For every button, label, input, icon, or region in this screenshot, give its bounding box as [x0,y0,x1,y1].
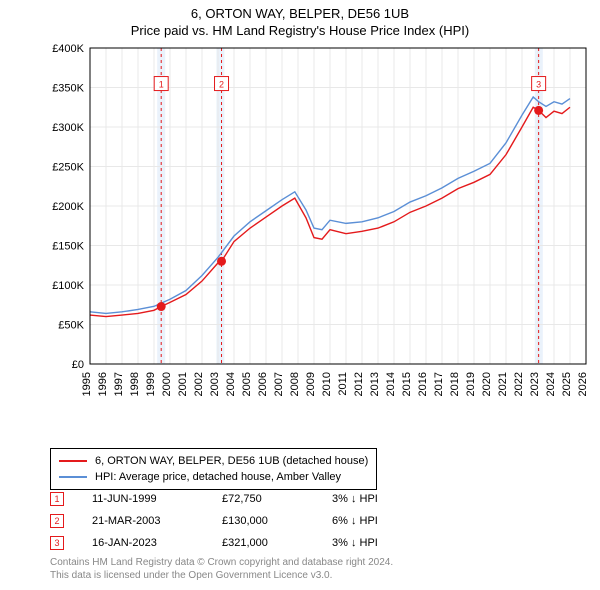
svg-text:1998: 1998 [129,372,141,396]
svg-text:£350K: £350K [52,83,84,95]
svg-text:2: 2 [219,80,224,90]
svg-text:2020: 2020 [481,372,493,396]
svg-text:2024: 2024 [545,372,557,396]
svg-text:1999: 1999 [145,372,157,396]
svg-text:2021: 2021 [497,372,509,396]
table-row: 2 21-MAR-2003 £130,000 6% ↓ HPI [50,510,442,532]
svg-text:£100K: £100K [52,280,84,292]
transaction-date: 16-JAN-2023 [92,537,222,549]
svg-text:£150K: £150K [52,241,84,253]
svg-text:2004: 2004 [225,372,237,396]
svg-text:2023: 2023 [529,372,541,396]
footer-line-1: Contains HM Land Registry data © Crown c… [50,556,393,569]
legend-label: 6, ORTON WAY, BELPER, DE56 1UB (detached… [95,455,368,467]
transaction-pct: 3% ↓ HPI [332,493,442,505]
svg-text:2012: 2012 [353,372,365,396]
svg-text:2002: 2002 [193,372,205,396]
chart-title: 6, ORTON WAY, BELPER, DE56 1UB Price pai… [0,0,600,38]
transaction-pct: 3% ↓ HPI [332,537,442,549]
svg-text:2022: 2022 [513,372,525,396]
transaction-price: £321,000 [222,537,332,549]
svg-text:2005: 2005 [241,372,253,396]
svg-text:2009: 2009 [305,372,317,396]
svg-text:1996: 1996 [97,372,109,396]
svg-text:2026: 2026 [577,372,589,396]
table-row: 3 16-JAN-2023 £321,000 3% ↓ HPI [50,532,442,554]
legend-item: 6, ORTON WAY, BELPER, DE56 1UB (detached… [59,453,368,469]
svg-text:2008: 2008 [289,372,301,396]
transaction-date: 21-MAR-2003 [92,515,222,527]
title-line-1: 6, ORTON WAY, BELPER, DE56 1UB [0,6,600,21]
legend-label: HPI: Average price, detached house, Ambe… [95,471,341,483]
transaction-badge: 3 [50,536,64,550]
transaction-date: 11-JUN-1999 [92,493,222,505]
chart-plot-area: £0 £50K £100K £150K £200K £250K £300K £350K £400… [50,44,590,404]
transaction-badge: 1 [50,492,64,506]
svg-text:1997: 1997 [113,372,125,396]
chart-container: 6, ORTON WAY, BELPER, DE56 1UB Price pai… [0,0,600,590]
svg-text:£400K: £400K [52,44,84,55]
title-line-2: Price paid vs. HM Land Registry's House … [0,23,600,38]
transaction-price: £72,750 [222,493,332,505]
svg-text:1995: 1995 [81,372,93,396]
svg-text:3: 3 [536,80,541,90]
svg-text:£300K: £300K [52,122,84,134]
table-row: 1 11-JUN-1999 £72,750 3% ↓ HPI [50,488,442,510]
legend: 6, ORTON WAY, BELPER, DE56 1UB (detached… [50,448,377,490]
svg-text:2025: 2025 [561,372,573,396]
transactions-table: 1 11-JUN-1999 £72,750 3% ↓ HPI 2 21-MAR-… [50,488,442,554]
svg-text:2003: 2003 [209,372,221,396]
legend-swatch [59,476,87,478]
legend-swatch [59,460,87,462]
svg-text:2017: 2017 [433,372,445,396]
footer-attribution: Contains HM Land Registry data © Crown c… [50,556,393,582]
svg-text:2000: 2000 [161,372,173,396]
svg-text:£50K: £50K [58,320,84,332]
svg-text:2007: 2007 [273,372,285,396]
svg-text:1: 1 [159,80,164,90]
svg-text:2013: 2013 [369,372,381,396]
svg-text:2006: 2006 [257,372,269,396]
svg-text:2016: 2016 [417,372,429,396]
svg-text:£0: £0 [72,359,84,371]
transaction-badge: 2 [50,514,64,528]
svg-text:£250K: £250K [52,162,84,174]
svg-text:2015: 2015 [401,372,413,396]
transaction-pct: 6% ↓ HPI [332,515,442,527]
svg-text:2019: 2019 [465,372,477,396]
transaction-price: £130,000 [222,515,332,527]
svg-text:2011: 2011 [337,372,349,396]
chart-svg: £0 £50K £100K £150K £200K £250K £300K £350K £400… [50,44,590,404]
legend-item: HPI: Average price, detached house, Ambe… [59,469,368,485]
svg-text:2014: 2014 [385,372,397,396]
footer-line-2: This data is licensed under the Open Gov… [50,569,393,582]
svg-text:£200K: £200K [52,201,84,213]
svg-text:2001: 2001 [177,372,189,396]
svg-text:2010: 2010 [321,372,333,396]
svg-text:2018: 2018 [449,372,461,396]
